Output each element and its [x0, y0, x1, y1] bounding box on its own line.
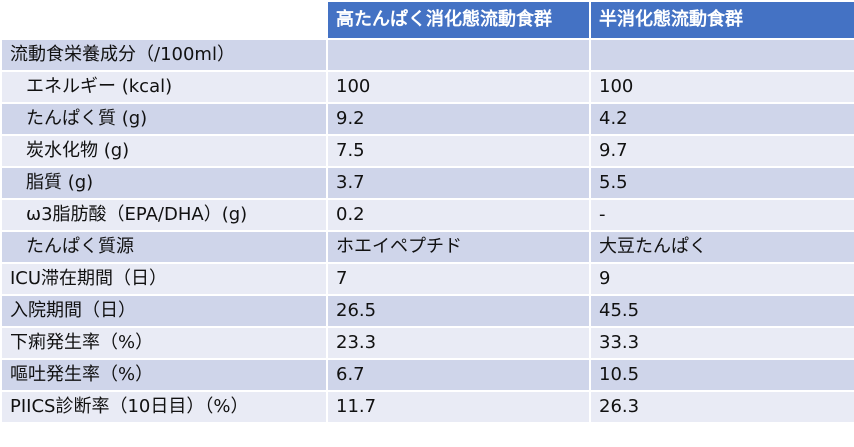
value-high-protein: 100 — [326, 70, 591, 104]
value-semi-digested: 4.2 — [589, 102, 854, 136]
table-row: ICU滞在期間（日） 7 9 — [0, 262, 854, 296]
table-row: 流動食栄養成分（/100ml） — [0, 38, 854, 72]
row-label: ICU滞在期間（日） — [0, 262, 328, 296]
table-row: エネルギー (kcal) 100 100 — [0, 70, 854, 104]
value-high-protein: 3.7 — [326, 166, 591, 200]
value-semi-digested: 9 — [589, 262, 854, 296]
value-semi-digested: 10.5 — [589, 358, 854, 392]
row-label: PIICS診断率（10日目）（%） — [0, 390, 328, 424]
row-label: 流動食栄養成分（/100ml） — [0, 38, 328, 72]
value-semi-digested: 33.3 — [589, 326, 854, 360]
table-row: たんぱく質 (g) 9.2 4.2 — [0, 102, 854, 136]
header-blank-cell — [0, 0, 328, 40]
row-label: エネルギー (kcal) — [0, 70, 328, 104]
value-high-protein: ホエイペプチド — [326, 230, 591, 264]
table-row: 入院期間（日） 26.5 45.5 — [0, 294, 854, 328]
row-label: たんぱく質源 — [0, 230, 328, 264]
value-semi-digested: 5.5 — [589, 166, 854, 200]
table-row: PIICS診断率（10日目）（%） 11.7 26.3 — [0, 390, 854, 424]
value-semi-digested — [589, 38, 854, 72]
table-row: 下痢発生率（%） 23.3 33.3 — [0, 326, 854, 360]
row-label: 脂質 (g) — [0, 166, 328, 200]
value-high-protein: 0.2 — [326, 198, 591, 232]
row-label: ω3脂肪酸（EPA/DHA）(g) — [0, 198, 328, 232]
value-high-protein: 7 — [326, 262, 591, 296]
value-semi-digested: 26.3 — [589, 390, 854, 424]
value-high-protein: 7.5 — [326, 134, 591, 168]
header-high-protein-group: 高たんぱく消化態流動食群 — [326, 0, 591, 40]
row-label: 入院期間（日） — [0, 294, 328, 328]
value-semi-digested: - — [589, 198, 854, 232]
table-row: ω3脂肪酸（EPA/DHA）(g) 0.2 - — [0, 198, 854, 232]
value-high-protein: 9.2 — [326, 102, 591, 136]
value-high-protein: 26.5 — [326, 294, 591, 328]
value-high-protein: 6.7 — [326, 358, 591, 392]
value-high-protein — [326, 38, 591, 72]
comparison-table: 高たんぱく消化態流動食群 半消化態流動食群 流動食栄養成分（/100ml） エネ… — [0, 0, 854, 424]
row-label: 下痢発生率（%） — [0, 326, 328, 360]
value-semi-digested: 大豆たんぱく — [589, 230, 854, 264]
header-row: 高たんぱく消化態流動食群 半消化態流動食群 — [0, 0, 854, 40]
header-semi-digested-group: 半消化態流動食群 — [589, 0, 854, 40]
value-high-protein: 11.7 — [326, 390, 591, 424]
table-row: 嘔吐発生率（%） 6.7 10.5 — [0, 358, 854, 392]
table-row: 脂質 (g) 3.7 5.5 — [0, 166, 854, 200]
row-label: 炭水化物 (g) — [0, 134, 328, 168]
value-semi-digested: 45.5 — [589, 294, 854, 328]
row-label: たんぱく質 (g) — [0, 102, 328, 136]
row-label: 嘔吐発生率（%） — [0, 358, 328, 392]
table-row: たんぱく質源 ホエイペプチド 大豆たんぱく — [0, 230, 854, 264]
value-semi-digested: 9.7 — [589, 134, 854, 168]
value-high-protein: 23.3 — [326, 326, 591, 360]
value-semi-digested: 100 — [589, 70, 854, 104]
table-row: 炭水化物 (g) 7.5 9.7 — [0, 134, 854, 168]
